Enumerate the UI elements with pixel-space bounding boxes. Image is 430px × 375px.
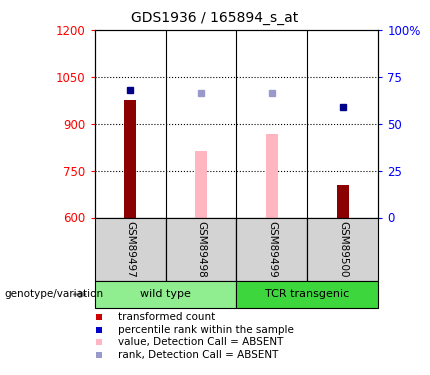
- Bar: [237, 217, 307, 281]
- Text: rank, Detection Call = ABSENT: rank, Detection Call = ABSENT: [118, 350, 279, 360]
- Text: genotype/variation: genotype/variation: [4, 290, 104, 299]
- Bar: [237, 281, 378, 308]
- Bar: [96, 339, 102, 345]
- Text: GSM89498: GSM89498: [196, 221, 206, 278]
- Bar: [307, 217, 378, 281]
- Bar: [166, 217, 237, 281]
- Bar: [337, 185, 349, 218]
- Bar: [96, 327, 102, 333]
- Bar: [95, 217, 166, 281]
- Text: GSM89500: GSM89500: [338, 221, 348, 278]
- Text: GSM89499: GSM89499: [267, 221, 277, 278]
- Text: wild type: wild type: [140, 290, 191, 299]
- Text: percentile rank within the sample: percentile rank within the sample: [118, 325, 294, 334]
- Bar: [266, 134, 278, 218]
- Bar: [95, 281, 237, 308]
- Text: GDS1936 / 165894_s_at: GDS1936 / 165894_s_at: [132, 11, 298, 25]
- Text: value, Detection Call = ABSENT: value, Detection Call = ABSENT: [118, 338, 284, 347]
- Text: transformed count: transformed count: [118, 312, 215, 322]
- Bar: [195, 151, 207, 217]
- Text: GSM89497: GSM89497: [125, 221, 135, 278]
- Bar: [124, 100, 136, 218]
- Bar: [96, 314, 102, 320]
- Bar: [96, 352, 102, 358]
- Text: TCR transgenic: TCR transgenic: [265, 290, 350, 299]
